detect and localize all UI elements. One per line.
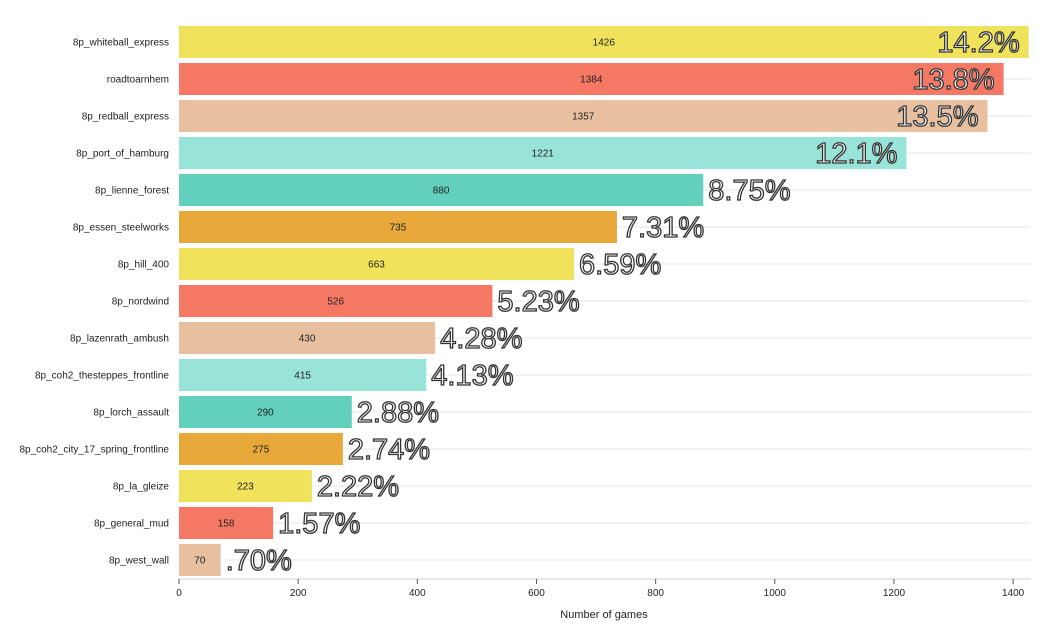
bar [179,396,352,428]
category-label: roadtoarnhem [107,75,169,86]
bar-value-label: 290 [257,408,274,419]
bars: 1426 14.2% 1384 13.8% 1357 13.5% 1221 12.1% 880 8… [179,26,1029,578]
bar [179,174,704,206]
x-tick-label: 1400 [1002,588,1025,599]
bar [179,359,427,391]
bar-value-label: 430 [299,334,316,345]
percent-label: 2.22% [317,471,399,503]
percent-label: 2.74% [348,434,430,466]
x-tick-label: 400 [409,588,426,599]
category-label: 8p_port_of_hamburg [76,149,169,160]
bar-value-label: 1221 [532,149,555,160]
bar [179,433,343,465]
category-labels: 8p_whiteball_express roadtoarnhem 8p_redba… [19,38,169,567]
percent-label: 7.31% [622,212,704,244]
category-label: 8p_coh2_thesteppes_frontline [35,371,169,382]
percent-label: 14.2% [937,27,1019,59]
bar [179,137,907,169]
bar-value-label: 1426 [593,38,616,49]
bar-value-label: 275 [253,445,270,456]
bar [179,507,274,539]
percent-label: 1.57% [278,508,360,540]
percent-label: 6.59% [579,249,661,281]
bar [179,248,575,280]
bar-value-label: 415 [294,371,311,382]
bar-value-label: 70 [194,556,206,567]
category-label: 8p_essen_steelworks [73,223,169,234]
category-label: 8p_west_wall [109,556,169,567]
x-tick-label: 0 [176,588,182,599]
category-label: 8p_lazenrath_ambush [70,334,169,345]
bar-value-label: 735 [390,223,407,234]
bar [179,322,436,354]
category-label: 8p_la_gleize [113,482,170,493]
percent-label: 8.75% [708,175,790,207]
bar-value-label: 526 [327,297,344,308]
x-axis: 0 200 400 600 800 1000 1200 1400 [176,578,1031,599]
percent-label: 4.28% [440,323,522,355]
bar-value-label: 1384 [580,75,603,86]
percent-label: .70% [226,545,292,577]
category-label: 8p_lienne_forest [95,186,169,197]
bar [179,470,312,502]
bar [179,285,493,317]
percent-label: 12.1% [815,138,897,170]
x-tick-label: 600 [528,588,545,599]
category-label: 8p_nordwind [112,297,169,308]
bar [179,63,1004,95]
bar-value-label: 158 [218,519,235,530]
bar [179,211,617,243]
x-tick-label: 1000 [764,588,787,599]
category-label: 8p_redball_express [82,112,169,123]
x-tick-label: 200 [290,588,307,599]
category-label: 8p_hill_400 [118,260,170,271]
percent-label: 4.13% [431,360,513,392]
bar-value-label: 1357 [572,112,595,123]
bar [179,26,1029,58]
bar-value-label: 663 [368,260,385,271]
category-label: 8p_lorch_assault [93,408,169,419]
percent-label: 2.88% [357,397,439,429]
category-label: 8p_coh2_city_17_spring_frontline [19,445,169,456]
percent-label: 5.23% [497,286,579,318]
category-label: 8p_general_mud [94,519,169,530]
percent-label: 13.8% [912,64,994,96]
percent-label: 13.5% [896,101,978,133]
x-tick-label: 800 [647,588,664,599]
x-axis-title: Number of games [560,609,648,621]
bar-value-label: 880 [433,186,450,197]
x-tick-label: 1200 [883,588,906,599]
bar [179,100,988,132]
bar-value-label: 223 [237,482,254,493]
bar [179,544,221,576]
category-label: 8p_whiteball_express [73,38,169,49]
